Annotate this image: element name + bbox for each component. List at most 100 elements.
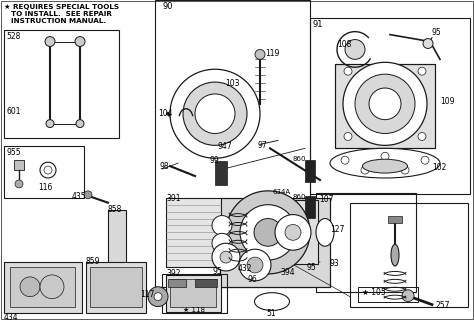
Bar: [166, 275, 221, 312]
Bar: [215, 117, 245, 136]
Circle shape: [285, 225, 301, 240]
Circle shape: [369, 88, 401, 120]
Bar: [4, 146, 84, 198]
Bar: [305, 196, 315, 217]
Circle shape: [247, 257, 263, 273]
Circle shape: [40, 275, 64, 299]
Ellipse shape: [255, 293, 290, 310]
Text: 116: 116: [38, 183, 52, 192]
Bar: [316, 193, 416, 292]
Circle shape: [212, 243, 240, 271]
Circle shape: [220, 114, 240, 133]
Circle shape: [240, 205, 296, 260]
Text: 99: 99: [210, 156, 220, 165]
Bar: [168, 279, 186, 287]
Circle shape: [255, 50, 265, 59]
Circle shape: [226, 191, 310, 274]
Circle shape: [84, 191, 92, 199]
Text: ★ 105: ★ 105: [362, 288, 386, 297]
Text: 107: 107: [319, 195, 334, 204]
Bar: [335, 64, 435, 148]
Bar: [170, 279, 216, 307]
Text: 391: 391: [166, 194, 181, 203]
Text: TO INSTALL.  SEE REPAIR: TO INSTALL. SEE REPAIR: [11, 11, 112, 17]
Bar: [4, 30, 119, 138]
Text: 860: 860: [293, 156, 307, 162]
Text: 634A: 634A: [273, 189, 291, 195]
Circle shape: [148, 287, 168, 307]
Ellipse shape: [391, 244, 399, 266]
Text: 432: 432: [238, 264, 253, 273]
Text: 51: 51: [266, 308, 275, 318]
Text: 103: 103: [225, 79, 239, 88]
Circle shape: [345, 40, 365, 59]
Text: 96: 96: [248, 275, 258, 284]
Circle shape: [75, 37, 85, 46]
Text: 860: 860: [293, 194, 307, 200]
Text: 434: 434: [4, 313, 18, 322]
Bar: [305, 160, 315, 182]
Text: ★ REQUIRES SPECIAL TOOLS: ★ REQUIRES SPECIAL TOOLS: [4, 4, 119, 10]
Circle shape: [212, 233, 232, 253]
Bar: [215, 161, 227, 185]
Text: 109: 109: [440, 97, 455, 106]
Bar: [10, 267, 75, 307]
Bar: [310, 18, 470, 194]
Ellipse shape: [363, 159, 408, 173]
Circle shape: [239, 249, 271, 281]
Circle shape: [254, 218, 282, 246]
Text: 98: 98: [160, 162, 170, 171]
Text: 435: 435: [72, 192, 87, 201]
Bar: [14, 160, 24, 170]
Text: 394: 394: [280, 268, 295, 277]
Circle shape: [45, 37, 55, 46]
Text: 95: 95: [213, 267, 223, 276]
Text: 93: 93: [330, 259, 340, 268]
Circle shape: [418, 67, 426, 75]
Circle shape: [421, 156, 429, 164]
Ellipse shape: [330, 148, 440, 178]
Text: 95: 95: [432, 28, 442, 37]
Text: 127: 127: [330, 226, 345, 235]
Circle shape: [275, 214, 311, 250]
Circle shape: [20, 277, 40, 297]
Bar: [335, 64, 435, 148]
Circle shape: [361, 166, 369, 174]
Text: 859: 859: [86, 257, 100, 266]
Circle shape: [212, 215, 232, 235]
Circle shape: [341, 156, 349, 164]
Text: 601: 601: [6, 107, 20, 116]
Bar: [220, 198, 330, 287]
Circle shape: [195, 94, 235, 133]
Text: 858: 858: [108, 205, 122, 214]
Bar: [220, 198, 330, 287]
Text: ★ 118: ★ 118: [183, 307, 205, 313]
Bar: [4, 262, 82, 313]
Text: 90: 90: [163, 2, 173, 11]
Circle shape: [344, 133, 352, 140]
Text: PartStream: PartStream: [242, 202, 298, 213]
Circle shape: [343, 62, 427, 145]
Circle shape: [183, 82, 247, 145]
Text: 119: 119: [265, 50, 279, 58]
Text: 117: 117: [140, 290, 155, 299]
Text: 257: 257: [436, 301, 450, 310]
Circle shape: [15, 180, 23, 188]
Text: 95: 95: [307, 263, 317, 272]
Bar: [162, 274, 227, 313]
Text: 104: 104: [158, 109, 173, 118]
Text: 102: 102: [432, 163, 447, 172]
Text: 955: 955: [6, 148, 21, 157]
Circle shape: [44, 166, 52, 174]
Text: 97: 97: [258, 141, 268, 150]
Circle shape: [423, 39, 433, 49]
Text: 108: 108: [337, 40, 351, 49]
Circle shape: [222, 103, 238, 119]
Circle shape: [170, 69, 260, 158]
Circle shape: [381, 152, 389, 160]
Circle shape: [46, 120, 54, 128]
Circle shape: [418, 133, 426, 140]
Text: 947: 947: [218, 142, 233, 151]
Bar: [86, 262, 146, 313]
Circle shape: [401, 166, 409, 174]
